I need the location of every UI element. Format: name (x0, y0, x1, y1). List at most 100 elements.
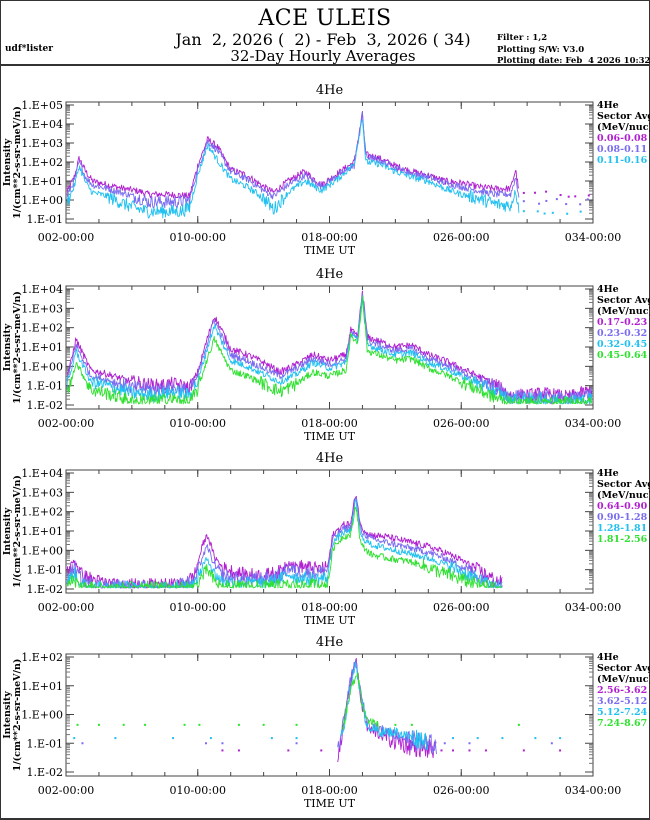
data-point (73, 737, 76, 740)
data-point (440, 749, 443, 752)
legend-entry-cyan: 0.11-0.16 (597, 155, 648, 166)
legend-header: (MeV/nuc) (597, 674, 650, 685)
x-tick-label: 002-00:00 (38, 417, 94, 430)
legend-header: (MeV/nuc) (597, 122, 650, 133)
x-tick-label: 026-00:00 (433, 784, 489, 797)
main-title: ACE ULEIS (258, 6, 392, 31)
legend-entry-magenta: 0.17-0.23 (597, 317, 647, 328)
data-point (543, 212, 546, 215)
y-tick-label: 1.E+00 (21, 709, 63, 722)
data-point (517, 723, 520, 726)
y-tick-label: 1.E+04 (21, 283, 63, 296)
panel-title: 4He (316, 451, 344, 466)
y-tick-label: 1.E-01 (27, 564, 63, 577)
x-tick-label: 002-00:00 (38, 784, 94, 797)
y-tick-label: 1.E-02 (27, 399, 63, 412)
x-tick-label: 034-00:00 (565, 417, 621, 430)
data-point (237, 723, 240, 726)
x-tick-label: 010-00:00 (170, 601, 226, 614)
y-tick-label: 1.E+02 (21, 322, 63, 335)
data-point (566, 212, 569, 215)
legend-entry-cyan: 1.28-1.81 (597, 523, 647, 534)
data-point (522, 200, 525, 203)
series-line-violet (67, 497, 503, 589)
chart-panel-3: 4He 002-00:00 010-00:00 018-00:00 026-00:00 0… (2, 451, 650, 627)
data-point (522, 191, 525, 194)
series-line-green (67, 506, 503, 589)
legend-entry-violet: 0.90-1.28 (597, 512, 648, 523)
legend-entry-green: 1.81-2.56 (597, 534, 648, 545)
data-point (122, 723, 125, 726)
data-point (262, 723, 265, 726)
y-tick-label: 1.E-01 (27, 380, 63, 393)
x-axis-label: TIME UT (304, 244, 356, 257)
legend-header: 4He (597, 284, 619, 295)
y-tick-label: 1.E+05 (21, 99, 63, 112)
legend-entry-magenta: 0.64-0.90 (597, 501, 648, 512)
x-tick-label: 018-00:00 (301, 601, 357, 614)
x-tick-label: 010-00:00 (170, 417, 226, 430)
data-point (567, 195, 570, 198)
legend-entry-violet: 0.23-0.32 (597, 328, 647, 339)
y-tick-label: 1.E-01 (27, 737, 63, 750)
legend-header: 4He (597, 468, 619, 479)
legend-header: 4He (597, 100, 619, 111)
plot-date-label: Plotting date: Feb 4 2026 10:32 (497, 56, 650, 66)
legend-header: (MeV/nuc) (597, 490, 650, 501)
y-axis-label: Intensity (2, 507, 13, 555)
legend-header: Sector Avg (597, 111, 650, 122)
y-tick-label: 1.E-01 (27, 213, 63, 226)
legend-header: Sector Avg (597, 663, 650, 674)
data-point (501, 737, 504, 740)
filter-label: Filter : 1,2 (497, 33, 548, 43)
y-tick-label: 1.E+04 (21, 118, 63, 131)
data-point (394, 723, 397, 726)
data-point (579, 203, 582, 206)
data-point (183, 723, 186, 726)
data-point (533, 191, 536, 194)
x-tick-label: 026-00:00 (433, 601, 489, 614)
data-point (559, 194, 562, 197)
axes-frame (65, 101, 594, 224)
series-group (73, 657, 562, 763)
x-tick-label: 018-00:00 (301, 231, 357, 244)
data-point (114, 737, 117, 740)
y-tick-label: 1.E+01 (21, 525, 63, 538)
data-point (295, 723, 298, 726)
y-tick-label: 1.E+01 (21, 341, 63, 354)
y-tick-label: 1.E-02 (27, 583, 63, 596)
series-line-violet (67, 111, 520, 209)
legend-header: (MeV/nuc) (597, 306, 650, 317)
x-axis-label: TIME UT (304, 430, 356, 443)
y-tick-label: 1.E+00 (21, 194, 63, 207)
x-tick-label: 026-00:00 (433, 417, 489, 430)
axes-frame (65, 653, 594, 777)
data-point (536, 210, 539, 213)
y-tick-label: 1.E+02 (21, 156, 63, 169)
chart-panel-4: 4He 002-00:00 010-00:00 018-00:00 026-00:00 0… (2, 635, 650, 810)
y-axis-unit-label: 1/(cm**2-s-sr-meV/n) (12, 291, 23, 404)
x-tick-label: 034-00:00 (565, 231, 621, 244)
y-axis-unit-label: 1/(cm**2-s-sr-meV/n) (12, 106, 23, 219)
data-point (172, 737, 175, 740)
data-point (76, 723, 79, 726)
series-line-magenta (67, 290, 592, 403)
legend-entry-violet: 0.08-0.11 (597, 144, 647, 155)
series-group (67, 110, 590, 219)
data-point (534, 737, 537, 740)
data-point (565, 203, 568, 206)
data-point (522, 210, 525, 213)
data-point (559, 737, 562, 740)
y-tick-label: 1.E+04 (21, 467, 63, 480)
legend-entry-cyan: 5.12-7.24 (597, 707, 648, 718)
user-label: udf*lister (5, 44, 53, 54)
y-tick-label: 1.E+02 (21, 651, 63, 664)
data-point (221, 749, 224, 752)
data-point (295, 742, 298, 745)
chart-panel-1: 4He 002-00:00 010-00:00 018-00:00 026-00:00 0… (2, 83, 650, 257)
y-tick-label: 1.E+03 (21, 486, 63, 499)
y-axis-unit-label: 1/(cm**2-s-sr-meV/n) (12, 475, 23, 588)
data-point (204, 742, 207, 745)
legend-entry-magenta: 0.06-0.08 (597, 133, 648, 144)
